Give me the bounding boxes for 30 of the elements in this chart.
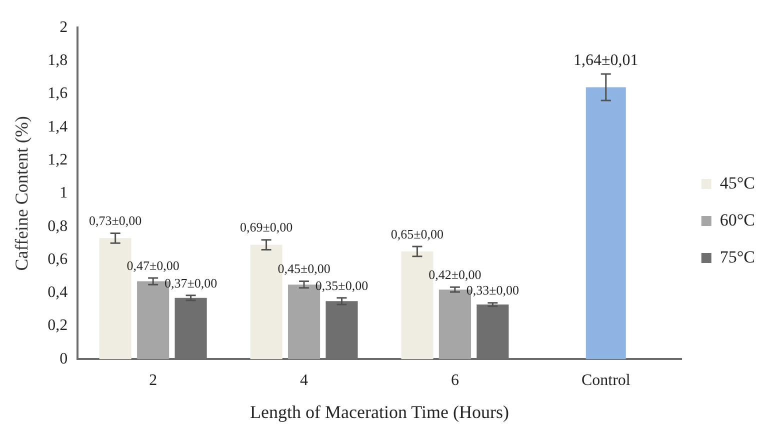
data-label: 0,33±0,00 <box>466 282 520 298</box>
x-tick-label: Control <box>581 372 631 390</box>
x-tick-label: 6 <box>450 372 459 390</box>
y-tick-label: 0,2 <box>48 317 68 334</box>
data-label: 1,64±0,01 <box>574 52 638 70</box>
x-tick-label: 2 <box>149 372 158 390</box>
data-label: 0,35±0,00 <box>315 278 368 293</box>
legend-label: 60°C <box>720 210 756 230</box>
y-tick-label: 1,2 <box>48 151 68 168</box>
x-axis-title: Length of Maceration Time (Hours) <box>250 402 509 422</box>
y-tick-label: 1 <box>60 184 68 202</box>
x-tick-label: 4 <box>300 372 308 390</box>
data-label: 0,47±0,00 <box>126 258 180 273</box>
y-tick-label: 1,8 <box>48 52 68 69</box>
data-label: 0,69±0,00 <box>240 220 293 235</box>
data-label: 0,65±0,00 <box>390 226 444 242</box>
y-tick-label: 2 <box>60 18 68 36</box>
data-label: 0,45±0,00 <box>278 261 330 276</box>
data-label: 0,73±0,00 <box>89 213 142 228</box>
legend-label: 45°C <box>720 173 756 192</box>
y-tick-label: 1,6 <box>48 85 68 102</box>
y-axis-title: Caffeine Content (%) <box>12 116 32 271</box>
data-label: 0,37±0,00 <box>164 275 218 290</box>
y-tick-label: 0 <box>60 350 68 368</box>
y-tick-label: 0,4 <box>48 284 68 302</box>
legend-label: 75°C <box>720 247 756 266</box>
data-label: 0,42±0,00 <box>428 267 482 282</box>
y-tick-label: 0,6 <box>48 250 68 268</box>
y-tick-label: 0,8 <box>48 218 68 235</box>
y-tick-label: 1,4 <box>48 118 68 136</box>
